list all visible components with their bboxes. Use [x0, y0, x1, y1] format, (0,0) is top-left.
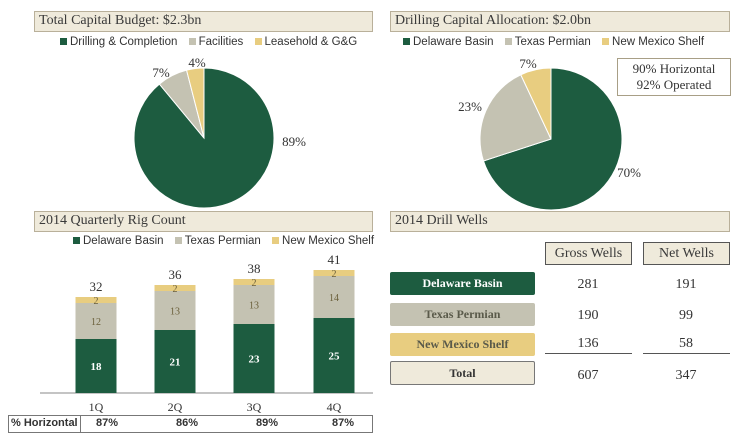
- row-label-texas: Texas Permian: [390, 303, 535, 326]
- drilling-capital-legend: Delaware Basin Texas Permian New Mexico …: [403, 36, 712, 48]
- total-capital-title: Total Capital Budget: $2.3bn: [39, 13, 202, 28]
- pct-horizontal-label: % Horizontal: [9, 416, 81, 432]
- legend-item-texas: Texas Permian: [174, 235, 261, 247]
- callout-operated: 92% Operated: [636, 77, 712, 92]
- legend-swatch: [504, 38, 512, 45]
- legend-swatch: [60, 38, 67, 45]
- gross-total: 607: [577, 368, 599, 383]
- legend-swatch: [254, 38, 262, 45]
- pct-horizontal-2q: 86%: [175, 417, 199, 429]
- legend-swatch: [602, 38, 610, 45]
- legend-item-leasehold: Leasehold & G&G: [254, 36, 357, 48]
- legend-item-newmexico: New Mexico Shelf: [602, 36, 704, 48]
- drilling-capital-title: Drilling Capital Allocation: $2.0bn: [395, 13, 591, 28]
- rig-count-legend: Delaware Basin Texas Permian New Mexico …: [73, 235, 382, 247]
- row-label-delaware: Delaware Basin: [390, 272, 535, 295]
- net-texas: 99: [679, 308, 693, 323]
- drilling-capital-header: Drilling Capital Allocation: $2.0bn: [390, 11, 730, 32]
- pct-horizontal-1q: 87%: [95, 417, 119, 429]
- net-sum-line: [643, 353, 730, 354]
- legend-item-delaware: Delaware Basin: [73, 235, 164, 247]
- net-newmexico: 58: [679, 336, 693, 351]
- gross-newmexico: 136: [577, 336, 599, 351]
- drill-wells-header: 2014 Drill Wells: [390, 211, 730, 232]
- pct-horizontal-row: % Horizontal 87% 86% 89% 87%: [8, 415, 373, 433]
- horizontal-operated-callout: 90% Horizontal 92% Operated: [617, 58, 731, 96]
- row-label-total: Total: [390, 361, 535, 385]
- legend-item-texas: Texas Permian: [504, 36, 591, 48]
- legend-swatch: [73, 237, 80, 244]
- legend-swatch: [403, 38, 410, 45]
- legend-swatch: [174, 237, 182, 244]
- legend-swatch: [272, 237, 280, 244]
- gross-texas: 190: [577, 308, 599, 323]
- net-delaware: 191: [675, 277, 697, 292]
- gross-delaware: 281: [577, 277, 599, 292]
- pct-horizontal-3q: 89%: [255, 417, 279, 429]
- legend-item-newmexico: New Mexico Shelf: [272, 235, 374, 247]
- gross-sum-line: [545, 353, 632, 354]
- total-capital-legend: Drilling & Completion Facilities Leaseho…: [60, 36, 365, 48]
- legend-item-facilities: Facilities: [188, 36, 243, 48]
- net-total: 347: [675, 368, 697, 383]
- gross-wells-header: Gross Wells: [545, 242, 632, 265]
- rig-count-title: 2014 Quarterly Rig Count: [39, 213, 186, 228]
- pct-horizontal-4q: 87%: [331, 417, 355, 429]
- legend-swatch: [188, 38, 196, 45]
- legend-item-drilling: Drilling & Completion: [60, 36, 177, 48]
- legend-item-delaware: Delaware Basin: [403, 36, 494, 48]
- total-capital-header: Total Capital Budget: $2.3bn: [34, 11, 373, 32]
- row-label-newmexico: New Mexico Shelf: [390, 333, 535, 356]
- rig-count-header: 2014 Quarterly Rig Count: [34, 211, 373, 232]
- net-wells-header: Net Wells: [643, 242, 730, 265]
- callout-horizontal: 90% Horizontal: [632, 61, 716, 76]
- drill-wells-title: 2014 Drill Wells: [395, 213, 488, 228]
